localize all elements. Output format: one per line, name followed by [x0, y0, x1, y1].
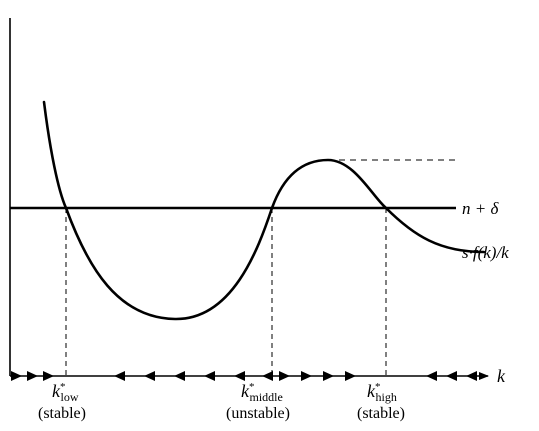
svg-text:k*high: k* high: [367, 381, 397, 404]
direction-arrow-left: [174, 371, 185, 381]
k-low-star: *: [60, 381, 66, 393]
direction-arrow-right: [323, 371, 334, 381]
direction-arrow-left: [144, 371, 155, 381]
k-low-note: (stable): [38, 405, 86, 422]
direction-arrow-left: [234, 371, 245, 381]
k-high-symbol: k: [367, 381, 376, 401]
direction-arrow-right: [27, 371, 38, 381]
k-low-subscript: low: [61, 390, 79, 404]
direction-arrow-left: [204, 371, 215, 381]
direction-arrow-right: [301, 371, 312, 381]
svg-text:k*low: k* low: [52, 381, 79, 404]
savings-curve: [42, 100, 486, 321]
direction-arrows: [11, 371, 477, 381]
k-high-subscript: high: [376, 390, 397, 404]
direction-arrow-left: [466, 371, 477, 381]
direction-arrow-right: [345, 371, 356, 381]
direction-arrow-left: [426, 371, 437, 381]
direction-arrow-left: [446, 371, 457, 381]
k-middle-note: (unstable): [226, 405, 290, 422]
k-low-symbol: k: [52, 381, 61, 401]
k-middle-star: *: [249, 381, 255, 393]
label-k-high: k* high (stable): [357, 381, 405, 422]
direction-arrow-left: [262, 371, 273, 381]
label-k-low: k* low (stable): [38, 381, 86, 422]
k-high-star: *: [375, 381, 381, 393]
k-middle-symbol: k: [241, 381, 250, 401]
n-plus-delta-label: n + δ: [462, 199, 499, 218]
direction-arrow-right: [11, 371, 22, 381]
label-k-middle: k* middle (unstable): [226, 381, 290, 422]
savings-curve-label: s·f(k)/k: [462, 243, 509, 262]
direction-arrow-left: [114, 371, 125, 381]
direction-arrow-right: [43, 371, 54, 381]
svg-text:k*middle: k* middle: [241, 381, 283, 404]
x-axis-label: k: [497, 366, 506, 386]
k-high-note: (stable): [357, 405, 405, 422]
direction-arrow-right: [279, 371, 290, 381]
k-middle-subscript: middle: [250, 390, 283, 404]
